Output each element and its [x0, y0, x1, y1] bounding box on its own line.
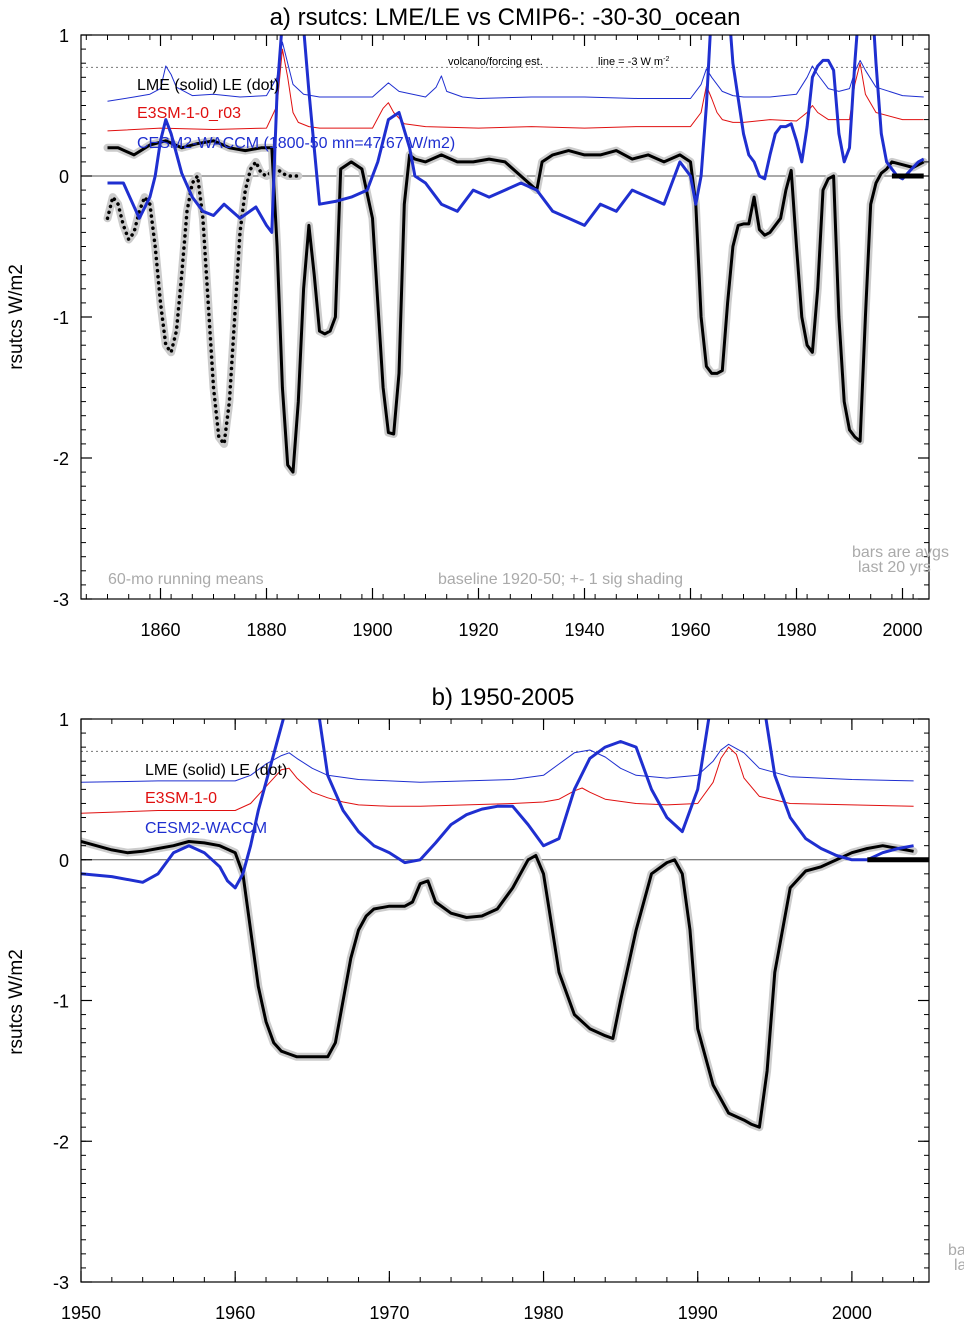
panel-a: 1860 1880 1900 1920 1940 1960 1980 2000 1 0 -1 -2 -3…	[6, 4, 949, 640]
series-a-le-dot-shading	[103, 157, 303, 448]
plot-area-a: 1860 1880 1900 1920 1940 1960 1980 2000 1 0 -1 -2 -3	[53, 26, 930, 640]
panel-a-y-axis-label: rsutcs W/m2	[6, 264, 27, 370]
bars-note-line-2: last 20 yrs	[858, 559, 931, 576]
x-tick-label-b-1990: 1990	[678, 1303, 718, 1323]
series-a-lme-solid	[107, 139, 925, 474]
legend-item-e3sm: E3SM-1-0_r03	[137, 105, 241, 122]
y-tick-label-b-2: -1	[53, 992, 69, 1012]
baseline-note: baseline 1920-50; +- 1 sig shading	[438, 571, 683, 588]
y-tick-label-b-1: 0	[59, 851, 69, 871]
y-tick-label-b-3: -2	[53, 1132, 69, 1152]
y-tick-label-b-4: -3	[53, 1273, 69, 1293]
line-note: line = -3 W m-2	[598, 56, 669, 68]
series-a-cesm2-waccm-thick	[107, 35, 925, 234]
x-tick-label-a-1880: 1880	[246, 620, 286, 640]
bars-note-line-2-b: la	[954, 1257, 964, 1274]
y-tick-label-a-2: -1	[53, 308, 69, 328]
series-b-lme-solid	[81, 840, 914, 1129]
legend-item-lme-le: LME (solid) LE (dot)	[137, 77, 279, 94]
panel-b-title: b) 1950-2005	[432, 684, 575, 711]
x-tick-label-b-1960: 1960	[215, 1303, 255, 1323]
y-tick-label-b-0: 1	[59, 710, 69, 730]
x-tick-label-b-1970: 1970	[369, 1303, 409, 1323]
y-tick-label-a-0: 1	[59, 26, 69, 46]
running-means-note: 60-mo running means	[108, 571, 264, 588]
x-tick-label-a-1980: 1980	[776, 620, 816, 640]
line-note-text: line = -3 W m	[598, 56, 663, 68]
y-tick-label-a-4: -3	[53, 590, 69, 610]
series-b-cesm2-waccm-thick	[81, 719, 914, 890]
x-tick-label-a-1920: 1920	[458, 620, 498, 640]
legend-item-cesm2: CESM2-WACCM (1800-50 mn=47.67 W/m2)	[137, 135, 455, 152]
x-tick-label-a-2000: 2000	[882, 620, 922, 640]
bars-note-line-1-b: ba	[948, 1242, 964, 1259]
legend-item-cesm2-b: CESM2-WACCM	[145, 820, 267, 837]
x-tick-label-a-1960: 1960	[670, 620, 710, 640]
series-group-a	[103, 35, 928, 477]
x-tick-label-a-1860: 1860	[140, 620, 180, 640]
series-b-lme-solid-shading	[81, 837, 918, 1132]
panel-b: 1950 1960 1970 1980 1990 2000 1 0 -1 -2 -3 b) 1950…	[6, 684, 964, 1323]
series-b-e3sm-1-0	[81, 746, 914, 814]
x-tick-label-a-1900: 1900	[352, 620, 392, 640]
panel-b-y-axis-label: rsutcs W/m2	[6, 949, 27, 1055]
series-a-le-dot	[105, 158, 301, 449]
x-tick-label-b-2000: 2000	[832, 1303, 872, 1323]
x-tick-label-b-1980: 1980	[524, 1303, 564, 1323]
panel-a-title: a) rsutcs: LME/LE vs CMIP6-: -30-30_ocea…	[270, 4, 741, 31]
legend-item-e3sm-b: E3SM-1-0	[145, 790, 217, 807]
legend-item-lme-le-b: LME (solid) LE (dot)	[145, 762, 287, 779]
series-group-b	[81, 719, 918, 1132]
plot-area-b: 1950 1960 1970 1980 1990 2000 1 0 -1 -2 -3	[53, 710, 930, 1323]
bars-note-line-1: bars are avgs	[852, 544, 949, 561]
x-tick-label-a-1940: 1940	[564, 620, 604, 640]
series-b-cesm2-waccm	[81, 743, 914, 783]
volcano-note: volcano/forcing est.	[448, 56, 543, 68]
x-tick-label-b-1950: 1950	[61, 1303, 101, 1323]
y-tick-label-a-3: -2	[53, 449, 69, 469]
y-tick-label-a-1: 0	[59, 167, 69, 187]
series-a-cesm2-waccm	[107, 41, 924, 102]
series-a-e3sm-1-0-r03	[107, 48, 924, 132]
line-note-superscript: -2	[663, 56, 669, 63]
